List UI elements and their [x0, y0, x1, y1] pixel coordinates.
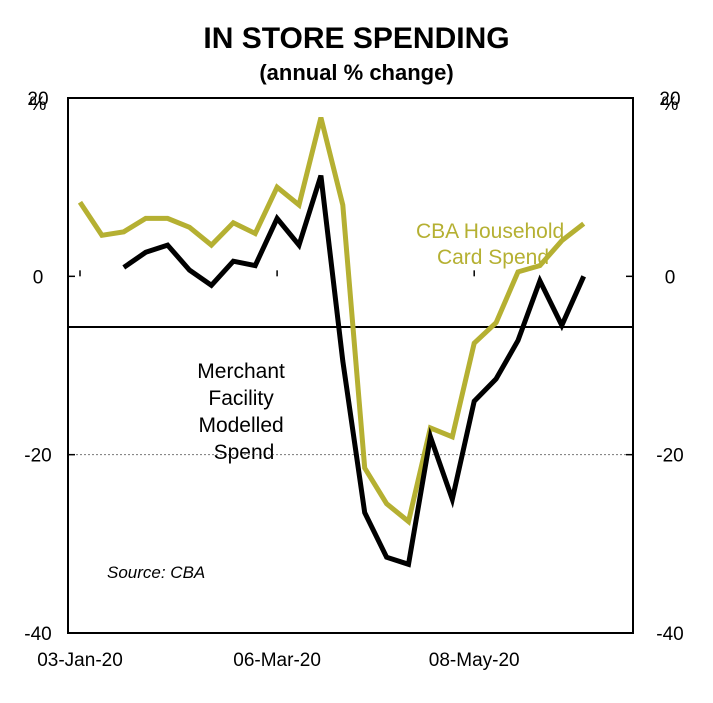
x-tick-label: 03-Jan-20 — [37, 650, 123, 671]
series-label-merchant-line: Facility — [208, 387, 274, 410]
chart-subtitle: (annual % change) — [259, 60, 454, 85]
plot-frame — [67, 97, 634, 634]
x-tick-label: 06-Mar-20 — [233, 650, 321, 671]
series-line-merchant-facility-spend — [122, 174, 586, 568]
source-note: Source: CBA — [107, 563, 205, 582]
x-tick-label: 08-May-20 — [429, 650, 520, 671]
chart-title: IN STORE SPENDING — [203, 22, 510, 55]
series-line-household-card-spend — [77, 116, 586, 526]
left-y-tick-label: 0 — [33, 267, 44, 288]
right-y-tick-label: 0 — [665, 267, 676, 288]
right-y-tick-label: 20 — [659, 89, 680, 110]
left-y-tick-label: -40 — [24, 624, 51, 645]
series-label-household-line: CBA Household — [416, 220, 564, 243]
left-y-tick-label: 20 — [27, 89, 48, 110]
series-label-household-line: Card Spend — [437, 246, 549, 269]
series-label-merchant: Merchant Facility Modelled Spend — [197, 360, 290, 464]
right-axis-unit: % — [662, 94, 679, 115]
series-label-merchant-line: Spend — [214, 441, 275, 464]
series-label-merchant-line: Modelled — [198, 414, 283, 437]
series-label-merchant-line: Merchant — [197, 360, 285, 383]
left-y-tick-label: -20 — [24, 446, 51, 467]
left-axis-unit: % — [30, 94, 47, 115]
right-y-tick-label: -20 — [656, 446, 683, 467]
right-y-tick-label: -40 — [656, 624, 683, 645]
series-label-household: CBA Household Card Spend — [416, 220, 570, 269]
